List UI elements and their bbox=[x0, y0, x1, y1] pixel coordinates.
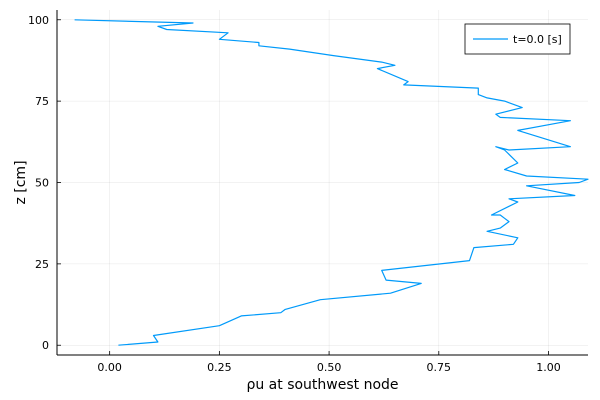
y-tick-label: 50 bbox=[35, 177, 49, 190]
x-tick-label: 0.25 bbox=[207, 361, 232, 374]
y-tick-label: 75 bbox=[35, 95, 49, 108]
x-axis-title: ρu at southwest node bbox=[246, 377, 398, 393]
tick-labels: 0.00 0.25 0.50 0.75 1.00 0 25 50 75 100 bbox=[28, 14, 561, 374]
series-line bbox=[74, 19, 589, 346]
y-tick-label: 25 bbox=[35, 258, 49, 271]
legend: t=0.0 [s] bbox=[464, 23, 571, 55]
legend-label: t=0.0 [s] bbox=[513, 33, 562, 46]
x-tick-label: 0.50 bbox=[317, 361, 342, 374]
grid bbox=[57, 10, 588, 355]
x-tick-label: 1.00 bbox=[536, 361, 561, 374]
x-tick-label: 0.00 bbox=[97, 361, 122, 374]
y-tick-label: 0 bbox=[42, 339, 49, 352]
series-layer bbox=[74, 19, 589, 346]
y-axis-title: z [cm] bbox=[13, 160, 29, 204]
y-tick-label: 100 bbox=[28, 14, 49, 27]
axes bbox=[56, 10, 588, 356]
x-tick-label: 0.75 bbox=[427, 361, 452, 374]
